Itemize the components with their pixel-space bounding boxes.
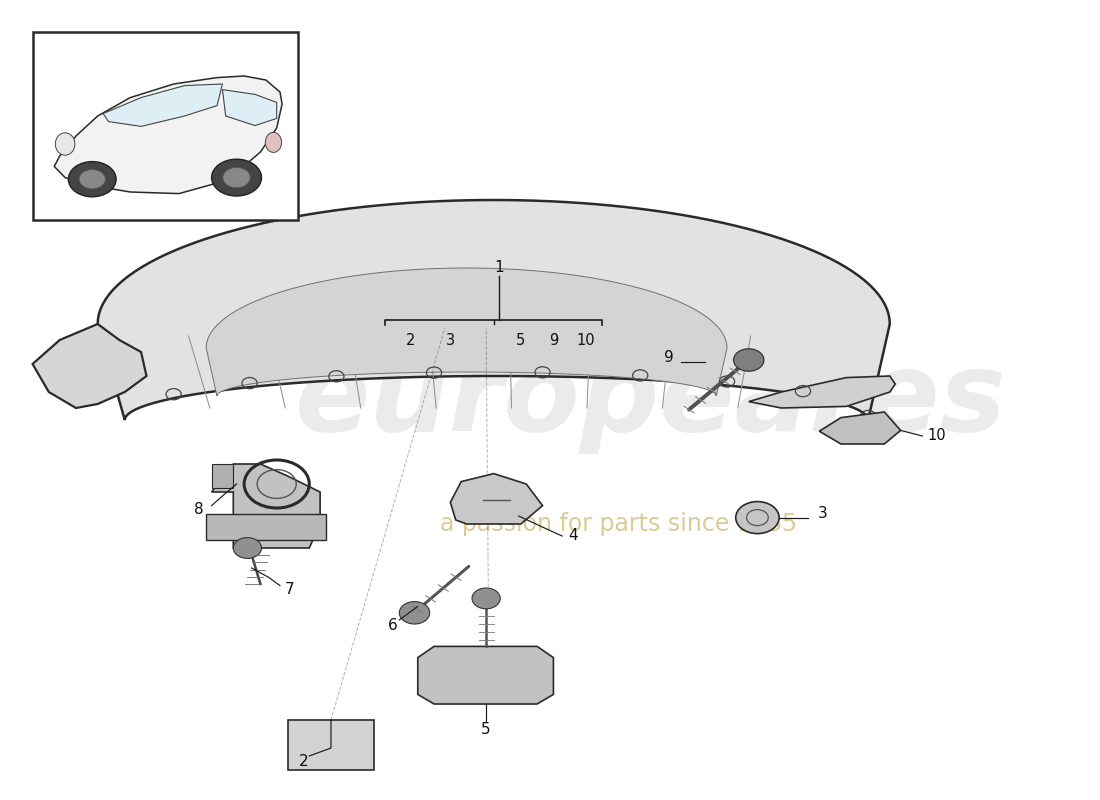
Polygon shape bbox=[54, 76, 282, 194]
Circle shape bbox=[79, 170, 106, 189]
Polygon shape bbox=[103, 84, 222, 126]
Circle shape bbox=[233, 538, 262, 558]
Polygon shape bbox=[33, 324, 146, 408]
Text: a passion for parts since 1985: a passion for parts since 1985 bbox=[440, 512, 798, 536]
Polygon shape bbox=[222, 90, 277, 126]
Text: 1: 1 bbox=[494, 261, 504, 275]
Polygon shape bbox=[211, 464, 233, 488]
Polygon shape bbox=[98, 200, 890, 420]
Polygon shape bbox=[206, 268, 727, 396]
Text: 6: 6 bbox=[388, 618, 398, 633]
Circle shape bbox=[736, 502, 779, 534]
Polygon shape bbox=[820, 412, 901, 444]
Text: 7: 7 bbox=[284, 582, 294, 597]
Text: 10: 10 bbox=[927, 428, 946, 443]
Polygon shape bbox=[749, 376, 895, 408]
Text: 5: 5 bbox=[516, 333, 526, 347]
Text: 4: 4 bbox=[569, 528, 579, 543]
Text: 3: 3 bbox=[818, 506, 828, 521]
Ellipse shape bbox=[265, 133, 282, 153]
Text: 10: 10 bbox=[576, 333, 595, 347]
Polygon shape bbox=[287, 720, 374, 770]
Circle shape bbox=[68, 162, 117, 197]
Circle shape bbox=[734, 349, 763, 371]
Text: 5: 5 bbox=[482, 722, 491, 737]
Circle shape bbox=[472, 588, 500, 609]
Text: 2: 2 bbox=[406, 333, 415, 347]
Circle shape bbox=[399, 602, 430, 624]
Polygon shape bbox=[206, 514, 326, 540]
Text: 2: 2 bbox=[299, 754, 309, 770]
Text: 9: 9 bbox=[664, 350, 674, 365]
Bar bbox=[33, 32, 298, 220]
Polygon shape bbox=[450, 474, 542, 524]
Text: 3: 3 bbox=[446, 333, 455, 347]
Text: 8: 8 bbox=[195, 502, 204, 517]
Circle shape bbox=[211, 159, 262, 196]
Polygon shape bbox=[418, 646, 553, 704]
Ellipse shape bbox=[55, 133, 75, 155]
Text: 9: 9 bbox=[549, 333, 558, 347]
Polygon shape bbox=[211, 464, 320, 548]
Text: europeares: europeares bbox=[295, 346, 1006, 454]
Circle shape bbox=[223, 167, 251, 188]
